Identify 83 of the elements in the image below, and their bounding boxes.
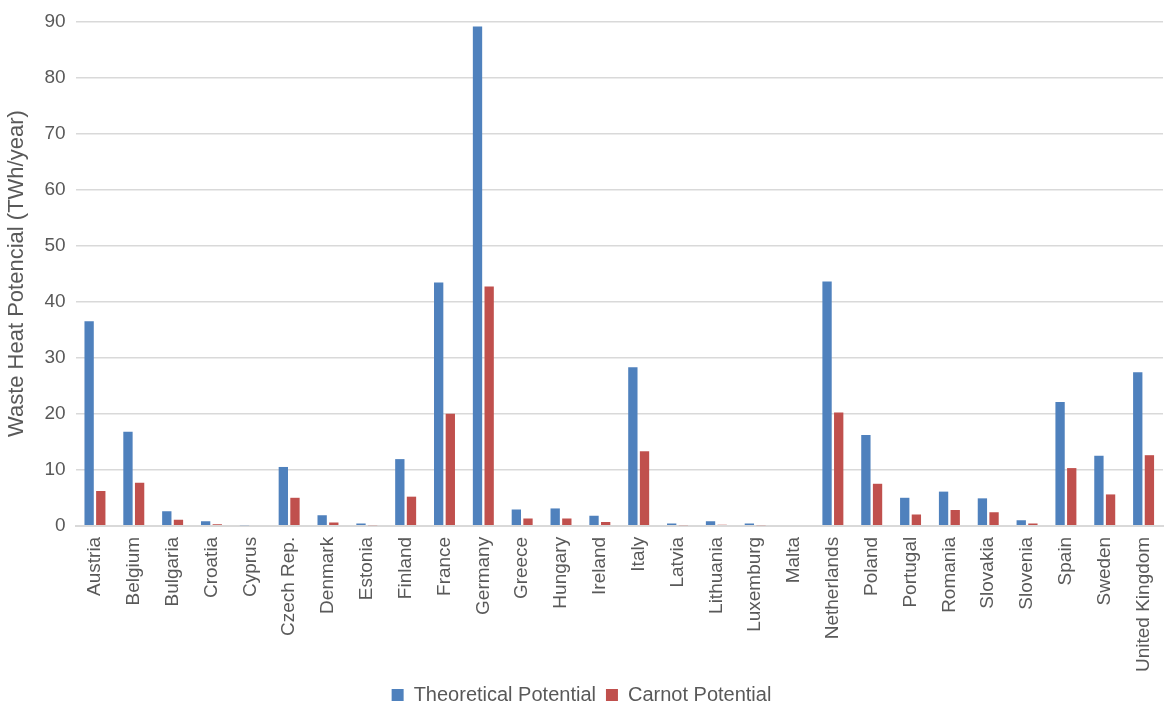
x-tick-label: Luxemburg [743, 536, 765, 632]
bar [601, 521, 611, 526]
x-tick-label: Czech Rep. [277, 536, 299, 637]
bar [434, 282, 444, 526]
bar [989, 512, 999, 526]
bar [589, 515, 599, 526]
bar [123, 431, 133, 526]
bar [472, 26, 483, 526]
bar [1055, 401, 1065, 526]
bar [1144, 455, 1155, 526]
bar [900, 497, 910, 526]
x-tick-label: Estonia [355, 536, 377, 601]
x-tick-label: Germany [471, 536, 493, 615]
x-tick-label: Finland [393, 536, 415, 600]
bar [134, 482, 145, 526]
bar [1067, 468, 1077, 526]
bar [96, 491, 106, 526]
y-tick-label: 30 [44, 345, 66, 367]
bar [395, 459, 405, 526]
bar [200, 521, 211, 526]
x-tick-label: Lithuania [704, 536, 726, 614]
bar [1105, 494, 1116, 526]
x-tick-label: Poland [859, 536, 881, 596]
x-tick-label: Denmark [316, 536, 338, 614]
bar [162, 511, 172, 526]
x-tick-label: Portugal [898, 536, 920, 608]
x-tick-label: France [432, 536, 454, 596]
x-tick-label: Hungary [549, 536, 571, 609]
legend-label: Carnot Potential [627, 682, 772, 705]
x-tick-label: Malta [782, 536, 804, 584]
x-tick-label: Bulgaria [160, 536, 182, 607]
bar [278, 466, 288, 526]
y-tick-label: 0 [54, 514, 66, 536]
bar [1133, 372, 1143, 526]
x-tick-label: Spain [1054, 536, 1076, 586]
bar [406, 496, 417, 526]
y-tick-label: 40 [44, 289, 66, 311]
x-tick-label: Netherlands [821, 536, 843, 640]
bar [639, 451, 650, 526]
y-tick-label: 70 [44, 121, 66, 143]
bar [484, 286, 494, 526]
x-tick-label: Italy [626, 536, 648, 572]
x-tick-label: Ireland [588, 536, 610, 595]
x-tick-label: Croatia [199, 536, 221, 599]
bar [445, 413, 455, 526]
bar [911, 514, 922, 526]
x-tick-label: Latvia [665, 536, 687, 588]
bar [977, 498, 988, 526]
bar [84, 321, 94, 526]
y-tick-label: 20 [44, 401, 66, 423]
bar [173, 519, 184, 526]
bar [938, 491, 949, 526]
bar [822, 281, 832, 526]
bar [1016, 520, 1026, 526]
bar [861, 435, 871, 526]
x-tick-label: Sweden [1092, 536, 1114, 606]
legend-label: Theoretical Potential [413, 682, 596, 705]
bar [628, 367, 638, 526]
bar [523, 518, 533, 526]
x-tick-label: Cyprus [238, 536, 260, 597]
bar [705, 521, 716, 526]
x-tick-label: Romania [937, 536, 959, 613]
y-tick-label: 90 [44, 9, 66, 31]
x-tick-label: Slovenia [1015, 536, 1037, 610]
bar [1094, 455, 1104, 526]
x-tick-label: Slovakia [976, 536, 998, 609]
bar [872, 483, 883, 526]
bar [834, 412, 844, 526]
bar [329, 522, 339, 526]
bar [511, 509, 522, 526]
y-axis-title: Waste Heat Potencial (TWh/year) [3, 110, 29, 438]
x-tick-label: Austria [83, 536, 105, 596]
y-tick-label: 10 [44, 458, 66, 479]
bar [550, 508, 560, 526]
bar [950, 510, 960, 526]
x-tick-label: Greece [510, 536, 532, 600]
x-tick-label: Belgium [122, 536, 144, 606]
y-tick-label: 60 [44, 177, 66, 199]
x-tick-label: United Kingdom [1131, 536, 1153, 673]
y-tick-label: 50 [44, 233, 66, 255]
y-tick-label: 80 [44, 65, 66, 87]
bar [290, 497, 300, 526]
bar [317, 515, 327, 526]
